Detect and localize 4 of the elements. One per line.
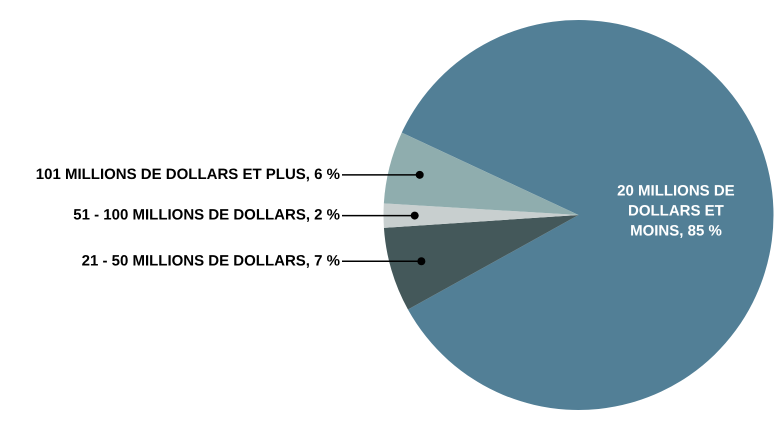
slice-label: 101 MILLIONS DE DOLLARS ET PLUS, 6 %: [36, 166, 340, 183]
slice-label: 20 MILLIONS DE DOLLARS ET MOINS, 85 %: [617, 182, 735, 240]
slice-label: 21 - 50 MILLIONS DE DOLLARS, 7 %: [82, 252, 340, 270]
slice-label: 51 - 100 MILLIONS DE DOLLARS, 2 %: [73, 206, 340, 224]
